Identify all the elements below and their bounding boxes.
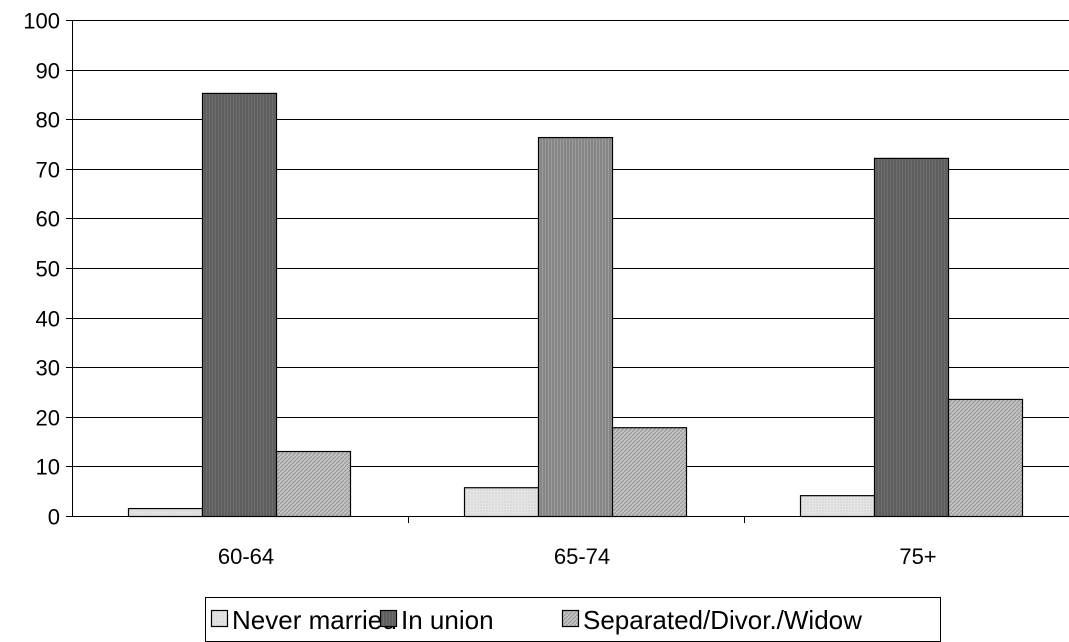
bar xyxy=(947,398,1024,518)
x-tick-label: 65-74 xyxy=(554,544,610,569)
y-tick-label: 10 xyxy=(36,455,60,480)
bar xyxy=(611,427,688,518)
bar xyxy=(799,495,876,518)
legend-swatch xyxy=(210,609,229,628)
y-tick-label: 60 xyxy=(36,207,60,232)
bar xyxy=(537,136,614,518)
y-tick-label: 80 xyxy=(36,108,60,133)
bars xyxy=(127,92,1024,518)
bar xyxy=(275,450,352,518)
y-tick-label: 30 xyxy=(36,356,60,381)
legend-label: Separated/Divor./Widow xyxy=(583,605,862,635)
y-tick-label: 70 xyxy=(36,158,60,183)
y-tick-label: 100 xyxy=(23,9,60,34)
y-tick-label: 90 xyxy=(36,59,60,84)
legend: Never married In union Separated/Divor./Wi… xyxy=(205,597,941,642)
bar xyxy=(463,487,540,518)
tick-labels: 0 10 20 30 40 50 60 70 80 90 100 60-64 65-74 75+ xyxy=(23,9,936,570)
legend-label: In union xyxy=(401,605,494,635)
y-tick-label: 20 xyxy=(36,406,60,431)
bar xyxy=(873,157,950,518)
legend-swatch xyxy=(379,609,398,628)
y-tick-label: 40 xyxy=(36,307,60,332)
bar xyxy=(127,507,204,518)
legend-label: Never married xyxy=(232,605,397,635)
legend-swatch xyxy=(561,609,580,628)
bar xyxy=(201,92,278,518)
y-tick-label: 50 xyxy=(36,257,60,282)
x-tick-label: 75+ xyxy=(899,544,936,569)
y-tick-label: 0 xyxy=(48,505,60,530)
x-tick-label: 60-64 xyxy=(218,544,274,569)
